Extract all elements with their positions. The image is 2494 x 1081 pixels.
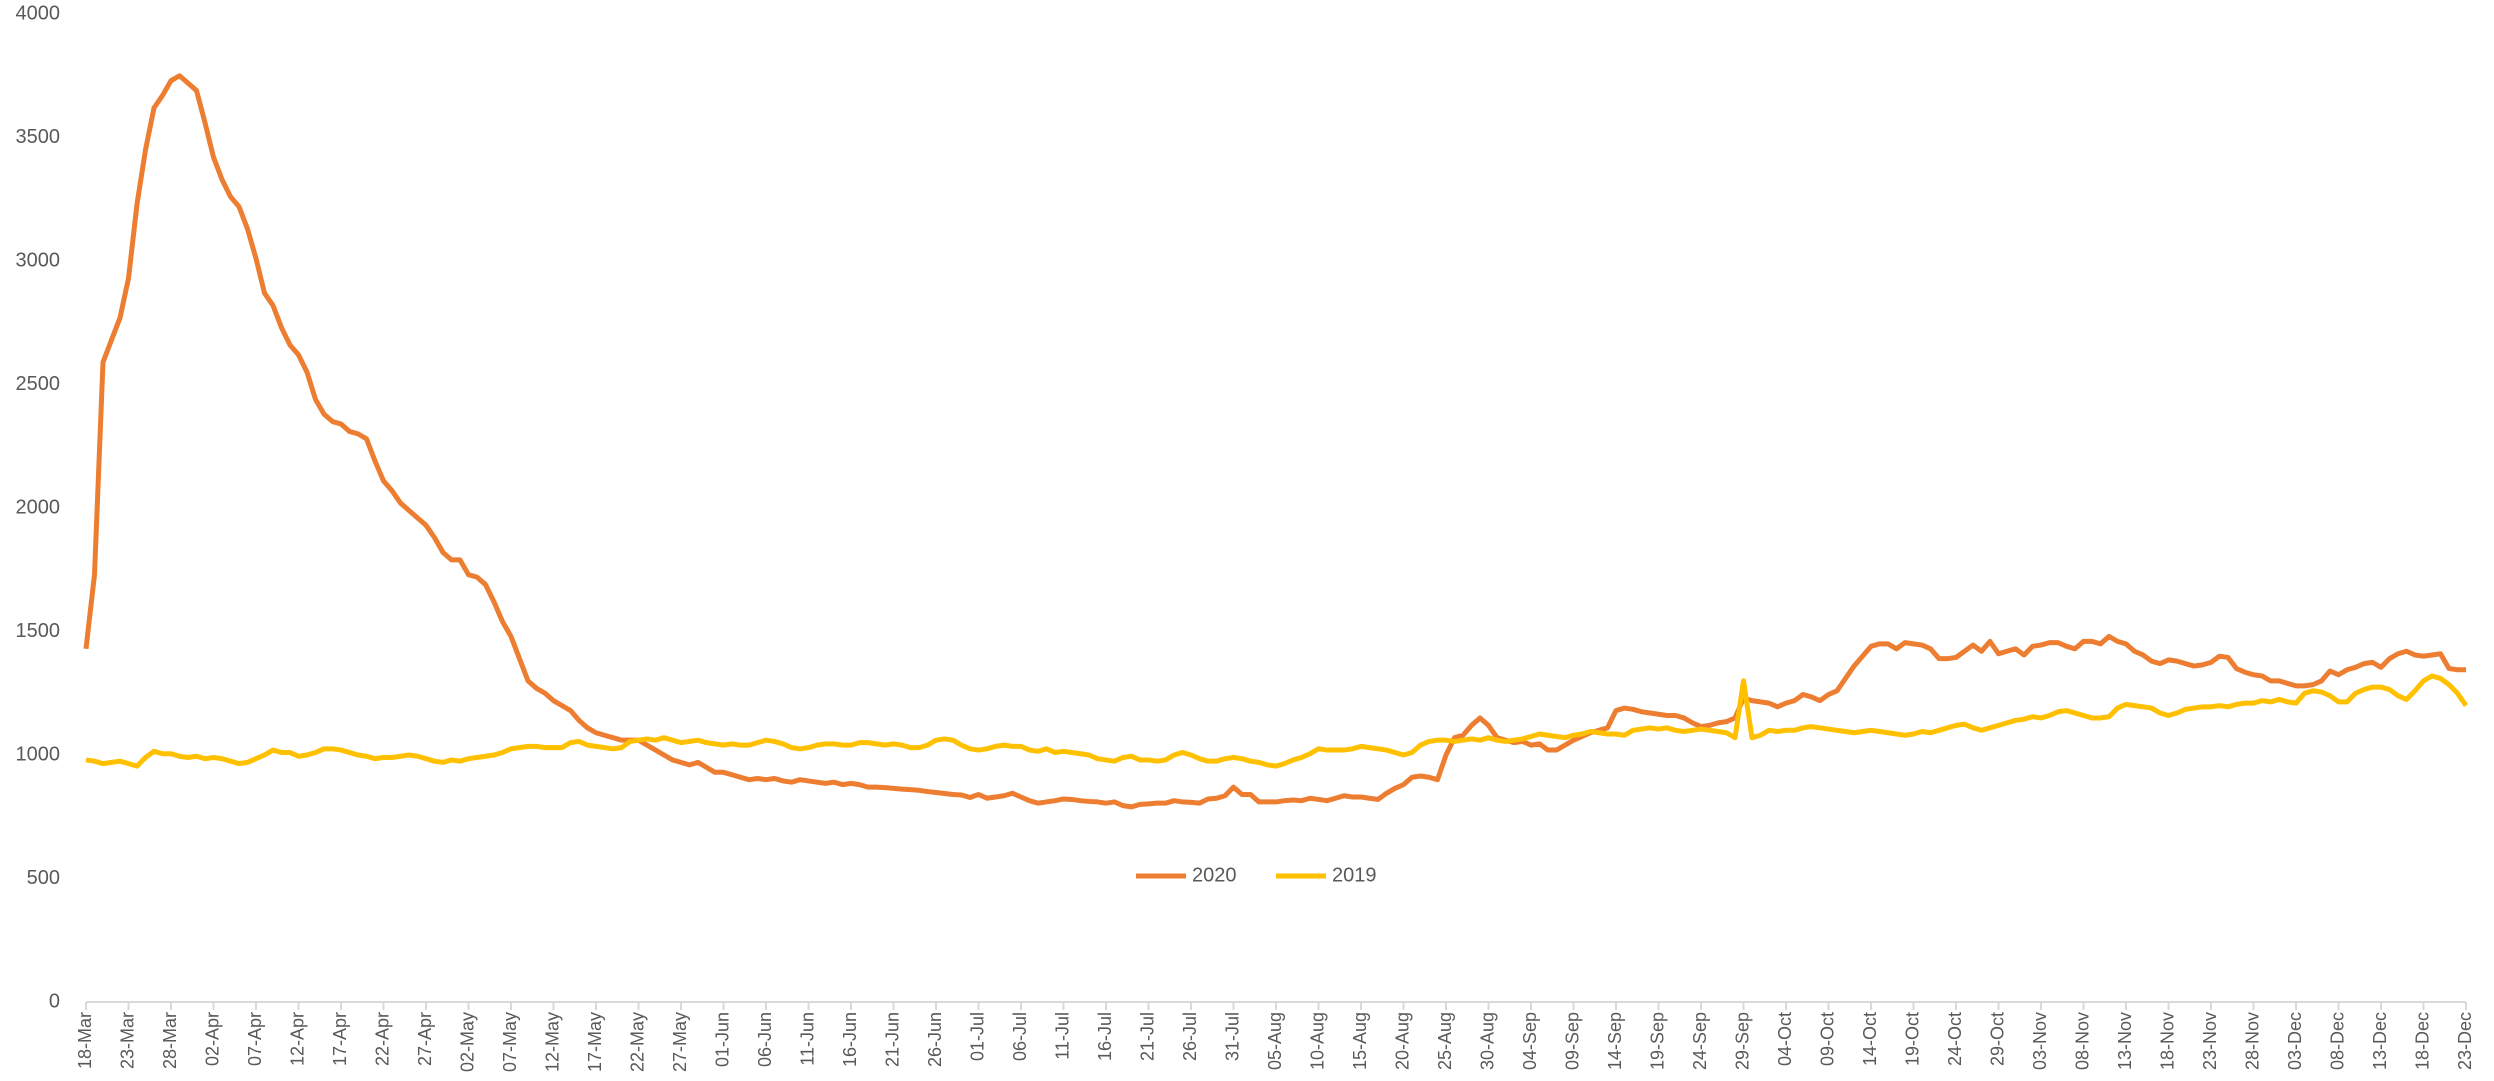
x-tick-label: 27-Apr	[415, 1012, 435, 1066]
y-tick-label: 2500	[16, 373, 61, 395]
x-tick-label: 21-Jun	[882, 1012, 902, 1067]
y-tick-label: 4000	[16, 2, 61, 24]
x-tick-label: 04-Oct	[1775, 1012, 1795, 1066]
x-tick-label: 19-Sep	[1647, 1012, 1667, 1070]
x-tick-label: 21-Jul	[1137, 1012, 1157, 1061]
x-tick-label: 17-Apr	[330, 1012, 350, 1066]
y-tick-label: 1000	[16, 743, 61, 765]
x-tick-label: 29-Oct	[1987, 1012, 2007, 1066]
x-tick-label: 23-Mar	[117, 1012, 137, 1069]
x-tick-label: 15-Aug	[1350, 1012, 1370, 1070]
x-tick-label: 31-Jul	[1222, 1012, 1242, 1061]
x-tick-label: 22-May	[627, 1012, 647, 1072]
x-tick-label: 08-Nov	[2072, 1012, 2092, 1070]
x-tick-label: 02-May	[457, 1012, 477, 1072]
x-tick-label: 17-May	[585, 1012, 605, 1072]
x-tick-label: 03-Nov	[2030, 1012, 2050, 1070]
x-tick-label: 29-Sep	[1732, 1012, 1752, 1070]
x-tick-label: 25-Aug	[1435, 1012, 1455, 1070]
x-tick-label: 23-Nov	[2200, 1012, 2220, 1070]
x-tick-label: 18-Dec	[2412, 1012, 2432, 1070]
x-tick-label: 12-Apr	[287, 1012, 307, 1066]
x-tick-label: 20-Aug	[1392, 1012, 1412, 1070]
x-tick-label: 06-Jul	[1010, 1012, 1030, 1061]
y-tick-label: 3500	[16, 126, 61, 148]
x-tick-label: 06-Jun	[755, 1012, 775, 1067]
x-tick-label: 09-Oct	[1817, 1012, 1837, 1066]
y-tick-label: 3000	[16, 249, 61, 271]
x-tick-label: 14-Sep	[1605, 1012, 1625, 1070]
x-tick-label: 10-Aug	[1307, 1012, 1327, 1070]
x-tick-label: 13-Nov	[2115, 1012, 2135, 1070]
x-tick-label: 14-Oct	[1860, 1012, 1880, 1066]
x-tick-label: 07-May	[500, 1012, 520, 1072]
x-tick-label: 11-Jun	[797, 1012, 817, 1066]
legend: 2020 2019	[1136, 864, 1377, 886]
x-tick-label: 16-Jun	[840, 1012, 860, 1067]
x-tick-label: 01-Jun	[712, 1012, 732, 1067]
x-tick-label: 01-Jul	[967, 1012, 987, 1061]
line-series	[83, 73, 2466, 810]
x-tick-label: 13-Dec	[2370, 1012, 2390, 1070]
x-tick-label: 03-Dec	[2285, 1012, 2305, 1070]
legend-label: 2019	[1332, 864, 1377, 886]
y-tick-label: 2000	[16, 496, 61, 518]
x-tick-label: 07-Apr	[245, 1012, 265, 1066]
x-tick-label: 26-Jun	[925, 1012, 945, 1067]
line-series	[85, 673, 2469, 769]
x-tick-label: 18-Mar	[75, 1012, 95, 1069]
x-tick-label: 28-Nov	[2242, 1012, 2262, 1070]
x-tick-label: 04-Sep	[1520, 1012, 1540, 1070]
y-tick-label: 500	[27, 867, 60, 889]
x-tick-label: 11-Jul	[1052, 1012, 1072, 1060]
x-tick-label: 02-Apr	[202, 1012, 222, 1066]
x-tick-label: 24-Oct	[1945, 1012, 1965, 1066]
y-tick-label: 0	[49, 990, 60, 1012]
x-tick-label: 19-Oct	[1902, 1012, 1922, 1066]
y-tick-label: 1500	[16, 620, 61, 642]
legend-label: 2020	[1192, 864, 1237, 886]
x-tick-label: 09-Sep	[1562, 1012, 1582, 1070]
x-tick-label: 27-May	[670, 1012, 690, 1072]
x-tick-label: 24-Sep	[1690, 1012, 1710, 1070]
x-tick-label: 18-Nov	[2157, 1012, 2177, 1070]
x-tick-label: 05-Aug	[1265, 1012, 1285, 1070]
x-tick-label: 08-Dec	[2327, 1012, 2347, 1070]
x-tick-label: 23-Dec	[2455, 1012, 2475, 1070]
x-tick-label: 16-Jul	[1095, 1012, 1115, 1061]
x-tick-label: 30-Aug	[1477, 1012, 1497, 1070]
x-tick-label: 26-Jul	[1180, 1012, 1200, 1061]
x-tick-label: 12-May	[542, 1012, 562, 1072]
x-tick-label: 28-Mar	[160, 1012, 180, 1069]
x-tick-label: 22-Apr	[372, 1012, 392, 1066]
